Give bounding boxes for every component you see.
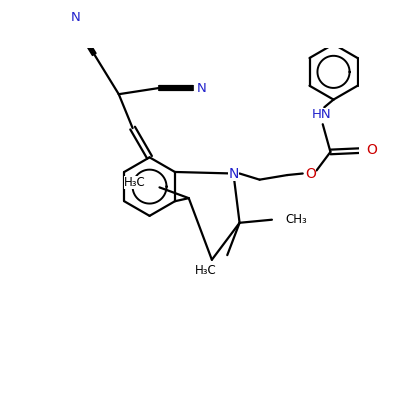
Text: N: N: [228, 166, 239, 180]
Text: N: N: [197, 82, 207, 94]
Text: H₃C: H₃C: [195, 264, 216, 277]
Text: CH₃: CH₃: [286, 213, 308, 226]
Text: O: O: [305, 166, 316, 180]
Text: O: O: [366, 144, 378, 158]
Text: HN: HN: [311, 108, 331, 122]
Text: N: N: [71, 11, 80, 24]
Text: H₃C: H₃C: [124, 176, 146, 189]
